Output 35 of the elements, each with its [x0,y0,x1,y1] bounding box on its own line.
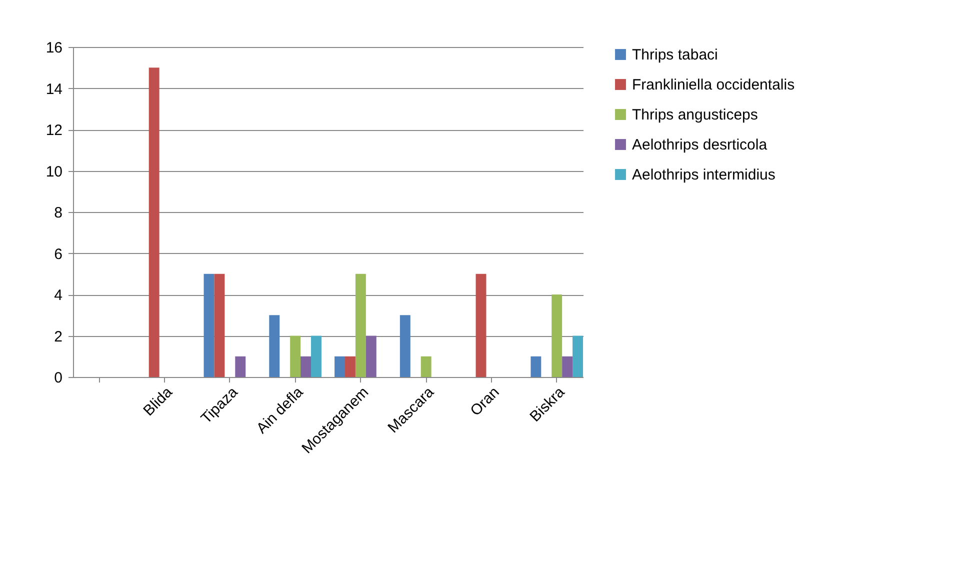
legend-label: Aelothrips desrticola [632,136,768,154]
y-tick-label: 2 [54,328,62,346]
bar [214,274,225,377]
bar [311,336,322,377]
bar [235,356,246,377]
bar [290,336,301,377]
bar [345,356,356,377]
y-tick-label: 8 [54,204,62,222]
legend-label: Thrips angusticeps [632,106,758,124]
legend-label: Thrips tabaci [632,46,718,64]
y-tick-label: 12 [46,122,62,139]
bar [552,294,562,377]
bar [400,315,410,377]
y-tick-label: 0 [54,370,62,386]
y-tick-label: 16 [46,40,62,56]
bar [572,336,583,377]
bar [530,356,542,377]
bar [300,356,311,377]
bar [355,274,366,377]
bar [269,315,280,377]
bar [334,356,345,377]
bar [148,68,160,377]
y-tick-label: 4 [54,287,62,304]
bar [476,274,486,377]
x-tick-label: Oran [467,384,503,420]
y-tick-label: 14 [46,80,62,98]
bar [562,356,573,377]
legend-label: Frankliniella occidentalis [632,76,795,94]
bar [420,356,432,377]
y-tick-label: 10 [46,163,62,180]
x-tick-label: Ain defla [253,383,308,438]
y-tick-label: 6 [54,246,62,263]
bar [366,336,376,377]
bar [204,274,214,377]
legend-label: Aelothrips intermidius [632,166,776,184]
